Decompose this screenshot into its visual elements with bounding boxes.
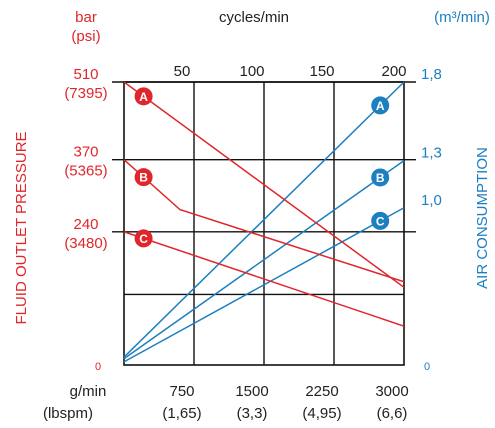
bottom-tick-label: 3000 [375,383,408,400]
left-zero-label: 0 [95,361,101,373]
series-badge-letter: C [139,232,148,246]
bottom-tick-sublabel: (1,65) [162,405,201,422]
air-series-line-c [123,207,405,363]
bottom-tick-sublabel: (6,6) [377,405,408,422]
left-axis-title: FLUID OUTLET PRESSURE [13,131,30,324]
series-badge-letter: B [139,171,148,185]
right-tick-label: 1,3 [421,145,442,162]
left-tick-label: 240 [73,216,98,233]
top-tick-label: 50 [174,63,191,80]
bottom-tick-label: 2250 [305,383,338,400]
pressure-badge-c: C [134,229,153,248]
bottom-axis-title: g/min [70,383,107,400]
bottom-axis-subtitle: (lbspm) [43,405,93,422]
series-badge-circle [134,168,153,187]
left-unit-secondary: (psi) [71,28,100,45]
left-tick-sublabel: (5365) [64,163,107,180]
right-zero-label: 0 [424,361,430,373]
right-axis-title: AIR CONSUMPTION [474,147,491,289]
air-series-line-b [123,159,405,360]
right-unit: (m³/min) [434,9,490,26]
air-badge-a: A [371,96,390,115]
top-tick-label: 150 [309,63,334,80]
top-tick-label: 100 [239,63,264,80]
right-tick-label: 1,0 [421,192,442,209]
left-tick-sublabel: (3480) [64,235,107,252]
left-tick-sublabel: (7395) [64,85,107,102]
air-badge-c: C [371,211,390,230]
series-badge-letter: A [376,99,385,113]
tick-labels: 50 100 150 200 750 (1,65) 1500 (3,3) 2250 (4,95) 3… [64,63,442,422]
series-badge-circle [371,211,390,230]
pressure-badge-b: B [134,168,153,187]
series-badge-letter: A [139,90,148,104]
air-series-line-a [123,81,405,358]
left-tick-label: 510 [73,66,98,83]
bottom-tick-sublabel: (3,3) [237,405,268,422]
air-badge-b: B [371,168,390,187]
left-tick-label: 370 [73,144,98,161]
series-badge-circle [371,96,390,115]
pressure-badge-a: A [134,87,153,106]
series-badge-letter: C [376,214,385,228]
bottom-tick-label: 1500 [235,383,268,400]
series-badge-circle [134,87,153,106]
left-unit-primary: bar [75,9,97,26]
series-badge-letter: B [376,171,385,185]
series-badge-circle [134,229,153,248]
top-axis-title: cycles/min [219,9,289,26]
series-badge-circle [371,168,390,187]
top-tick-label: 200 [381,63,406,80]
series-markers: A B C A B C [134,87,390,248]
grid [112,81,416,366]
pressure-series-line-a [123,81,405,288]
bottom-tick-label: 750 [169,383,194,400]
pressure-series-line-c [123,231,405,327]
right-tick-label: 1,8 [421,66,442,83]
bottom-tick-sublabel: (4,95) [302,405,341,422]
